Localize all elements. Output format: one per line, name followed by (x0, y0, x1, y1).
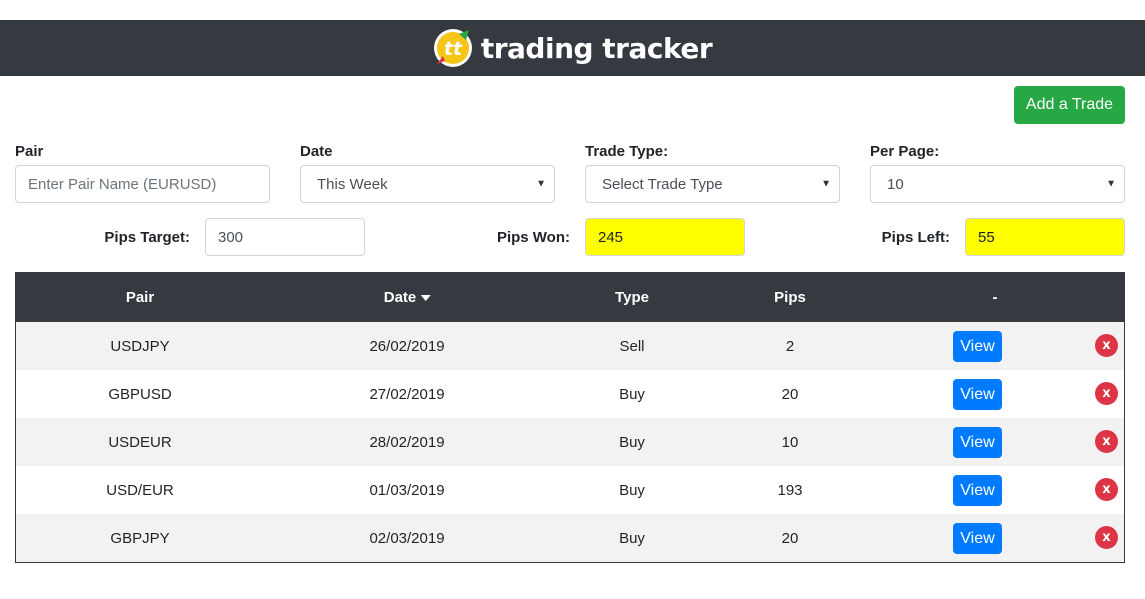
delete-trade-icon[interactable]: x (1095, 430, 1118, 453)
add-trade-button[interactable]: Add a Trade (1014, 86, 1125, 124)
cell-pair: USD/EUR (106, 481, 174, 499)
date-select[interactable]: This Week ▼ (300, 165, 555, 203)
date-select-value: This Week (317, 175, 388, 193)
pips-won-label: Pips Won: (496, 229, 570, 246)
cell-date: 27/02/2019 (369, 385, 445, 403)
pair-search-input[interactable]: Enter Pair Name (EURUSD) (15, 165, 270, 203)
column-header-actions: - (992, 289, 998, 306)
delete-trade-icon[interactable]: x (1095, 382, 1118, 405)
chevron-down-icon: ▼ (536, 178, 546, 190)
pips-target-input[interactable]: 300 (205, 218, 365, 256)
cell-date: 28/02/2019 (369, 433, 445, 451)
cell-pair: USDEUR (108, 433, 172, 451)
column-header-date[interactable]: Date (384, 289, 431, 306)
cell-type: Buy (619, 529, 645, 547)
cell-pips: 20 (781, 529, 799, 547)
per-page-select-value: 10 (887, 175, 904, 193)
pips-left-label: Pips Left: (881, 229, 950, 246)
view-trade-button[interactable]: View (953, 427, 1002, 458)
table-row: GBPJPY 02/03/2019 Buy 20 View x (16, 514, 1124, 562)
cell-type: Sell (619, 337, 645, 355)
trading-tracker-logo-icon: tt (433, 29, 472, 67)
table-row: USDEUR 28/02/2019 Buy 10 View x (16, 418, 1124, 466)
delete-trade-icon[interactable]: x (1095, 526, 1118, 549)
delete-trade-icon[interactable]: x (1095, 334, 1118, 357)
cell-type: Buy (619, 433, 645, 451)
view-trade-button[interactable]: View (953, 475, 1002, 506)
table-row: USDJPY 26/02/2019 Sell 2 View x (16, 322, 1124, 370)
chevron-down-icon: ▼ (821, 178, 831, 190)
pips-won-value: 245 (585, 218, 745, 256)
cell-date: 02/03/2019 (369, 529, 445, 547)
cell-pair: GBPUSD (108, 385, 172, 403)
sort-descending-icon (420, 295, 431, 302)
table-header: Pair Date Type Pips - (16, 273, 1124, 322)
cell-pips: 193 (777, 481, 803, 499)
pips-target-label: Pips Target: (104, 229, 190, 246)
logo-letters: tt (444, 38, 463, 60)
per-page-filter-label: Per Page: (870, 143, 940, 160)
brand[interactable]: tt trading tracker (433, 28, 713, 68)
view-trade-button[interactable]: View (953, 331, 1002, 362)
view-trade-button[interactable]: View (953, 523, 1002, 554)
trade-type-filter: Trade Type: Select Trade Type ▼ (585, 143, 840, 203)
table-row: GBPUSD 27/02/2019 Buy 20 View x (16, 370, 1124, 418)
cell-type: Buy (619, 481, 645, 499)
column-header-date-label: Date (383, 289, 417, 306)
column-header-type[interactable]: Type (615, 289, 649, 306)
brand-name: trading tracker (480, 31, 713, 65)
trades-table: Pair Date Type Pips - USDJPY 26/02/2019 Se… (15, 272, 1125, 563)
delete-trade-icon[interactable]: x (1095, 478, 1118, 501)
column-header-pips[interactable]: Pips (774, 289, 806, 306)
cell-type: Buy (619, 385, 645, 403)
column-header-pair[interactable]: Pair (125, 289, 155, 306)
trade-type-filter-label: Trade Type: (585, 143, 669, 160)
per-page-filter: Per Page: 10 ▼ (870, 143, 1125, 203)
cell-date: 26/02/2019 (369, 337, 445, 355)
trade-type-select-value: Select Trade Type (602, 175, 723, 193)
cell-pips: 10 (781, 433, 799, 451)
per-page-select[interactable]: 10 ▼ (870, 165, 1125, 203)
table-row: USD/EUR 01/03/2019 Buy 193 View x (16, 466, 1124, 514)
view-trade-button[interactable]: View (953, 379, 1002, 410)
cell-pair: GBPJPY (110, 529, 170, 547)
cell-pips: 2 (785, 337, 795, 355)
pips-left-value: 55 (965, 218, 1125, 256)
table-body: USDJPY 26/02/2019 Sell 2 View x GBPUSD 27/02/20… (16, 322, 1124, 562)
date-filter: Date This Week ▼ (300, 143, 555, 203)
app-header: tt trading tracker (0, 20, 1145, 76)
cell-pair: USDJPY (110, 337, 170, 355)
cell-pips: 20 (781, 385, 799, 403)
cell-date: 01/03/2019 (369, 481, 445, 499)
date-filter-label: Date (300, 143, 333, 160)
pair-filter-label: Pair (15, 143, 44, 160)
pair-filter: Pair Enter Pair Name (EURUSD) (15, 143, 270, 203)
trade-type-select[interactable]: Select Trade Type ▼ (585, 165, 840, 203)
chevron-down-icon: ▼ (1106, 178, 1116, 190)
